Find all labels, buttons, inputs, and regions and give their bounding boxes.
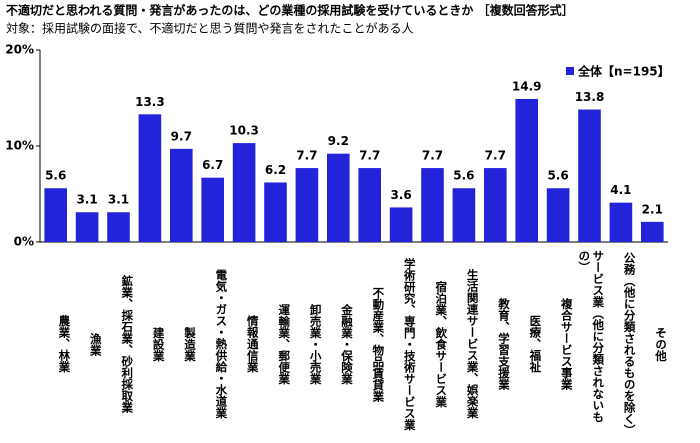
bar (358, 168, 382, 242)
value-label: 4.1 (610, 183, 631, 197)
x-tick-label: 金融業・保険業 (339, 303, 354, 385)
value-label: 2.1 (642, 202, 663, 216)
x-tick-label: 学術研究、専門・技術サービス業 (402, 257, 417, 431)
x-tick-label: 漁業 (88, 332, 103, 356)
value-label: 7.7 (296, 149, 317, 163)
x-tick-label: 不動産業、物品賃貸業 (371, 286, 386, 402)
bar (232, 143, 256, 242)
x-tick-label: 卸売業・小売業 (308, 303, 323, 385)
bar (515, 98, 539, 243)
value-label: 13.3 (135, 95, 165, 109)
bar (75, 212, 99, 242)
x-tick-label: 教育、学習支援業 (496, 298, 511, 390)
bar (107, 212, 130, 242)
x-tick-label: 運輸業、郵便業 (277, 303, 292, 385)
value-label: 5.6 (547, 169, 568, 183)
x-tick-label: 医療、福祉 (528, 315, 543, 373)
value-label: 3.1 (76, 193, 97, 207)
value-label: 7.7 (422, 149, 443, 163)
value-label: 3.1 (108, 193, 129, 207)
x-tick-label: 複合サービス事業 (559, 298, 574, 390)
value-label: 5.6 (45, 169, 66, 183)
y-tick-label: 20% (5, 43, 34, 57)
x-tick-label: 生活関連サービス業、娯楽業 (465, 269, 480, 419)
x-tick-label: 建設業 (151, 326, 166, 362)
value-label: 6.7 (202, 158, 223, 172)
y-tick-label: 0% (14, 235, 34, 249)
bar (138, 114, 162, 242)
bar (264, 182, 287, 242)
x-tick-label: サービス業（他に分類されないもの） (577, 250, 606, 423)
bar (640, 221, 664, 242)
legend-swatch (566, 67, 574, 75)
value-label: 3.6 (390, 188, 411, 202)
bar (578, 109, 601, 243)
bar (169, 148, 193, 242)
x-tick-label: 公務（他に分類されるものを除く） (622, 252, 637, 436)
x-tick-label: 電気・ガス・熱供給・水道業 (214, 269, 229, 419)
x-tick-label: 宿泊業、飲食サービス業 (434, 280, 449, 408)
x-tick-label: 農業、林業 (57, 315, 72, 373)
y-tick-label: 10% (5, 139, 34, 153)
bar (44, 188, 68, 242)
value-label: 13.8 (575, 90, 605, 104)
bar (609, 202, 633, 242)
value-label: 9.7 (171, 129, 192, 143)
bar (295, 168, 319, 242)
value-label: 7.7 (485, 149, 506, 163)
value-label: 5.6 (453, 169, 474, 183)
value-label: 6.2 (265, 163, 286, 177)
value-label: 7.7 (359, 149, 380, 163)
x-tick-label: その他 (653, 326, 668, 362)
x-tick-label: 製造業 (182, 326, 197, 362)
value-label: 14.9 (512, 79, 542, 93)
value-label: 10.3 (229, 124, 259, 138)
value-label: 9.2 (328, 134, 349, 148)
bar (483, 168, 507, 242)
bar (421, 168, 444, 242)
bar (546, 188, 570, 242)
chart-subtitle: 対象：採用試験の面接で、不適切だと思う質問や発言をされたことがある人 (6, 21, 414, 36)
bar (326, 153, 350, 242)
x-tick-label: 情報通信業 (245, 315, 260, 373)
legend-label: 全体【n=195】 (577, 64, 670, 79)
chart-title: 不適切だと思われる質問・発言があったのは、どの業種の採用試験を受けているときか … (6, 3, 574, 18)
x-tick-label: 鉱業、採石業、砂利採取業 (120, 275, 135, 413)
bar (452, 188, 476, 242)
bar (201, 177, 225, 242)
bar (389, 207, 413, 242)
